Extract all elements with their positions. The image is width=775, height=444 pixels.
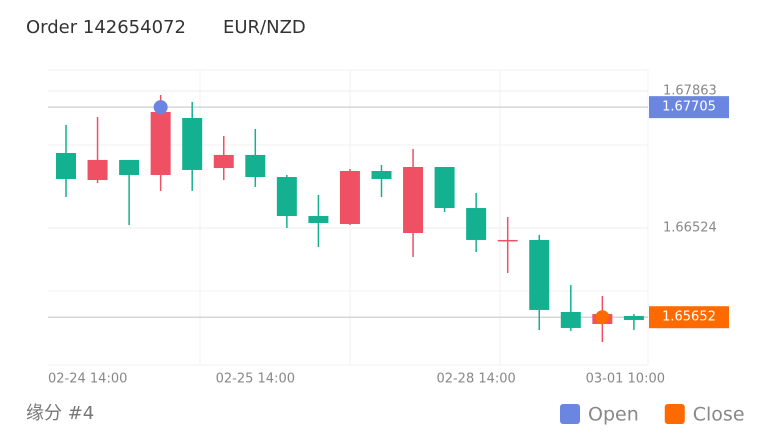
y-tick-label: 1.67863 (663, 83, 717, 98)
candle-body (371, 170, 392, 179)
candle-body (150, 111, 171, 175)
x-tick-label: 03-01 10:00 (586, 372, 665, 387)
candle-body (87, 159, 108, 180)
candle-body (339, 170, 360, 224)
price-tag-label: 1.65652 (662, 310, 716, 325)
price-tag (649, 96, 729, 119)
candle-body (213, 154, 234, 169)
legend-label: Open (588, 404, 639, 426)
candle-body (276, 177, 297, 217)
candle-body (434, 167, 455, 209)
legend-swatch (560, 404, 580, 424)
candle-body (245, 154, 266, 178)
candle-body (497, 239, 518, 242)
order-marker (153, 100, 168, 115)
candle-body (529, 239, 550, 310)
price-tag (649, 306, 729, 329)
order-marker (595, 310, 610, 325)
candle-body (182, 117, 203, 170)
price-tag-label: 1.67705 (662, 100, 716, 115)
candle-body (466, 208, 487, 240)
candle-body (623, 315, 644, 320)
candle-body (560, 311, 581, 328)
chart-title: Order 142654072 (26, 17, 186, 38)
x-tick-label: 02-24 14:00 (48, 372, 127, 387)
legend-swatch (664, 404, 685, 424)
y-tick-label: 1.66524 (663, 220, 717, 235)
chart-subtitle: EUR/NZD (223, 17, 306, 38)
candle-body (403, 167, 424, 234)
footer-label: 缘分 #4 (26, 403, 94, 424)
legend-label: Close (693, 404, 745, 426)
candle-body (56, 152, 76, 179)
x-tick-label: 02-28 14:00 (436, 372, 515, 387)
candle-body (119, 159, 140, 175)
x-tick-label: 02-25 14:00 (216, 372, 295, 387)
candle-body (308, 216, 329, 223)
